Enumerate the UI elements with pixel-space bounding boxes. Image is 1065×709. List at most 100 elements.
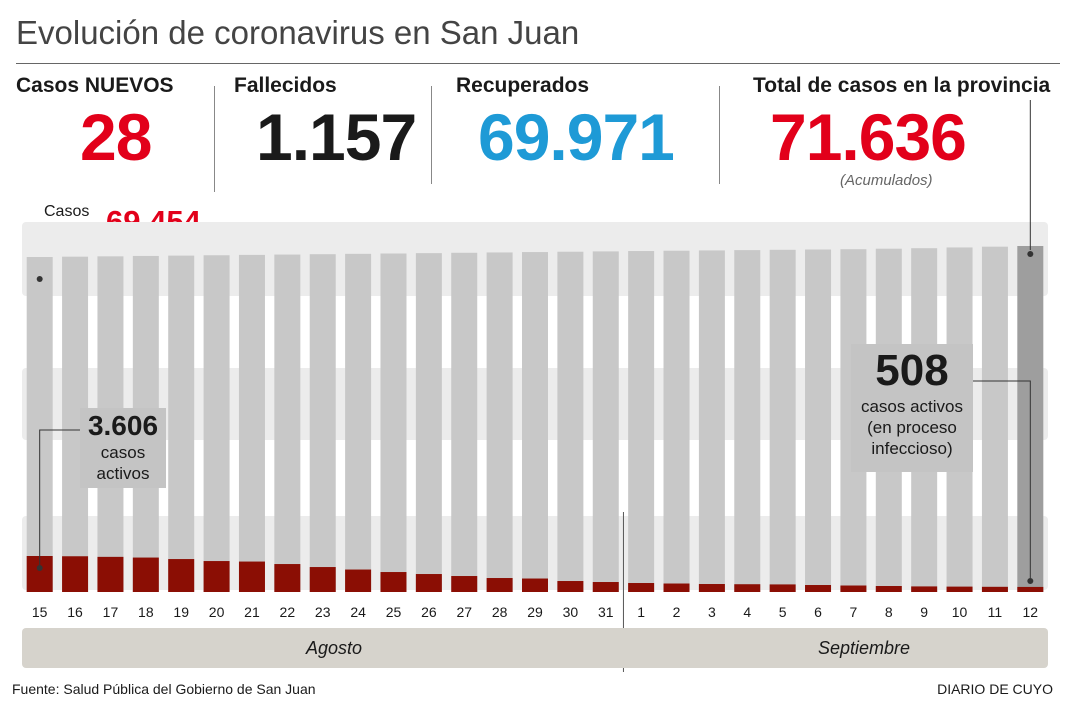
active-bar <box>663 583 690 592</box>
month-label-agosto: Agosto <box>306 638 363 658</box>
x-tick-label: 3 <box>708 604 716 620</box>
x-tick-label: 28 <box>492 604 508 620</box>
x-tick-label: 8 <box>885 604 893 620</box>
annotation-start-line1: casos <box>100 443 146 462</box>
stat-value-recuperados: 69.971 <box>478 100 675 174</box>
casos-totales-label-line1: Casos <box>44 203 90 220</box>
x-tick-label: 1 <box>637 604 645 620</box>
x-tick-label: 9 <box>920 604 928 620</box>
x-tick-label: 4 <box>743 604 751 620</box>
title-divider <box>16 63 1060 64</box>
publisher-name: DIARIO DE CUYO <box>937 681 1053 697</box>
x-tick-label: 24 <box>350 604 366 620</box>
annotation-end-box: 508 casos activos (en proceso infeccioso… <box>851 344 973 472</box>
stat-note-acumulados: (Acumulados) <box>840 172 933 189</box>
stat-label-recuperados: Recuperados <box>456 74 590 97</box>
x-tick-label: 30 <box>563 604 579 620</box>
month-band <box>22 628 1048 668</box>
total-bar <box>698 250 725 592</box>
x-tick-label: 19 <box>173 604 189 620</box>
annotation-end-line3: infeccioso) <box>871 439 953 458</box>
active-bar <box>769 584 796 592</box>
active-bar <box>557 581 584 592</box>
total-bar <box>415 253 442 592</box>
active-bar <box>946 586 973 592</box>
page-title: Evolución de coronavirus en San Juan <box>16 14 580 51</box>
annotation-start-line2: activos <box>96 464 150 483</box>
active-bar <box>132 557 159 592</box>
annotation-end-line2: (en proceso <box>867 418 957 437</box>
active-bar <box>415 574 442 592</box>
annotation-end-leader <box>973 380 1031 578</box>
active-bar <box>911 586 938 592</box>
active-bar <box>840 585 867 592</box>
stat-value-total: 71.636 <box>770 100 967 174</box>
stat-label-nuevos: Casos NUEVOS <box>16 74 174 97</box>
x-tick-label: 10 <box>952 604 968 620</box>
total-bar <box>309 254 336 592</box>
x-tick-label: 27 <box>456 604 472 620</box>
active-bar <box>805 585 832 592</box>
stat-label-fallecidos: Fallecidos <box>234 74 337 97</box>
stat-value-fallecidos: 1.157 <box>256 100 417 174</box>
marker-dot <box>36 565 43 571</box>
x-tick-label: 7 <box>850 604 858 620</box>
active-bar <box>981 586 1008 592</box>
total-bar <box>663 250 690 592</box>
stat-value-nuevos: 28 <box>80 100 152 174</box>
active-bar <box>238 561 265 592</box>
marker-dot <box>1027 578 1034 584</box>
stat-label-total: Total de casos en la provincia <box>753 74 1051 97</box>
total-bar <box>238 254 265 593</box>
stat-separator <box>214 86 215 192</box>
active-bar <box>274 564 301 592</box>
total-bar <box>557 251 584 592</box>
active-bar <box>309 567 336 592</box>
total-bar <box>592 251 619 592</box>
x-tick-label: 26 <box>421 604 437 620</box>
x-tick-label: 22 <box>280 604 296 620</box>
total-bar <box>769 249 796 592</box>
x-tick-label: 16 <box>67 604 83 620</box>
x-tick-label: 17 <box>103 604 119 620</box>
total-bar <box>451 252 478 592</box>
total-bar <box>486 252 513 593</box>
active-bar <box>168 559 195 592</box>
marker-dot <box>36 276 43 282</box>
annotation-start-leader <box>39 429 80 565</box>
active-bar <box>203 561 230 592</box>
active-bar <box>451 576 478 592</box>
x-tick-label: 15 <box>32 604 48 620</box>
active-bar <box>522 578 548 592</box>
x-tick-label: 23 <box>315 604 331 620</box>
x-tick-label: 6 <box>814 604 822 620</box>
total-bar <box>345 253 372 592</box>
total-bar <box>981 246 1008 592</box>
total-bar <box>805 249 832 592</box>
total-bar <box>168 255 195 592</box>
annotation-start-box: 3.606 casos activos <box>80 408 166 488</box>
stat-separator <box>431 86 432 184</box>
active-bar <box>875 586 902 592</box>
x-tick-label: 2 <box>673 604 681 620</box>
x-tick-label: 21 <box>244 604 260 620</box>
active-bar <box>698 584 725 592</box>
x-tick-label: 29 <box>527 604 543 620</box>
active-bar <box>734 584 761 592</box>
total-bar <box>628 251 655 592</box>
x-tick-label: 18 <box>138 604 154 620</box>
total-bar <box>522 252 548 592</box>
active-bar <box>486 578 513 592</box>
total-bar <box>203 255 230 592</box>
month-label-septiembre: Septiembre <box>818 638 911 658</box>
x-tick-label: 31 <box>598 604 614 620</box>
total-bar <box>380 253 407 593</box>
active-bar <box>380 572 407 592</box>
active-bar <box>97 556 124 592</box>
annotation-start-value: 3.606 <box>87 410 159 441</box>
annotation-end-line1: casos activos <box>860 397 964 416</box>
tick-labels-group: 15 16 17 18 19 20 21 22 23 24 25 26 27 28 29 30 31 1 2 3 4 5 6… <box>32 604 1038 620</box>
active-bar <box>345 569 372 592</box>
x-tick-label: 11 <box>988 604 1003 620</box>
active-bar <box>62 556 89 592</box>
